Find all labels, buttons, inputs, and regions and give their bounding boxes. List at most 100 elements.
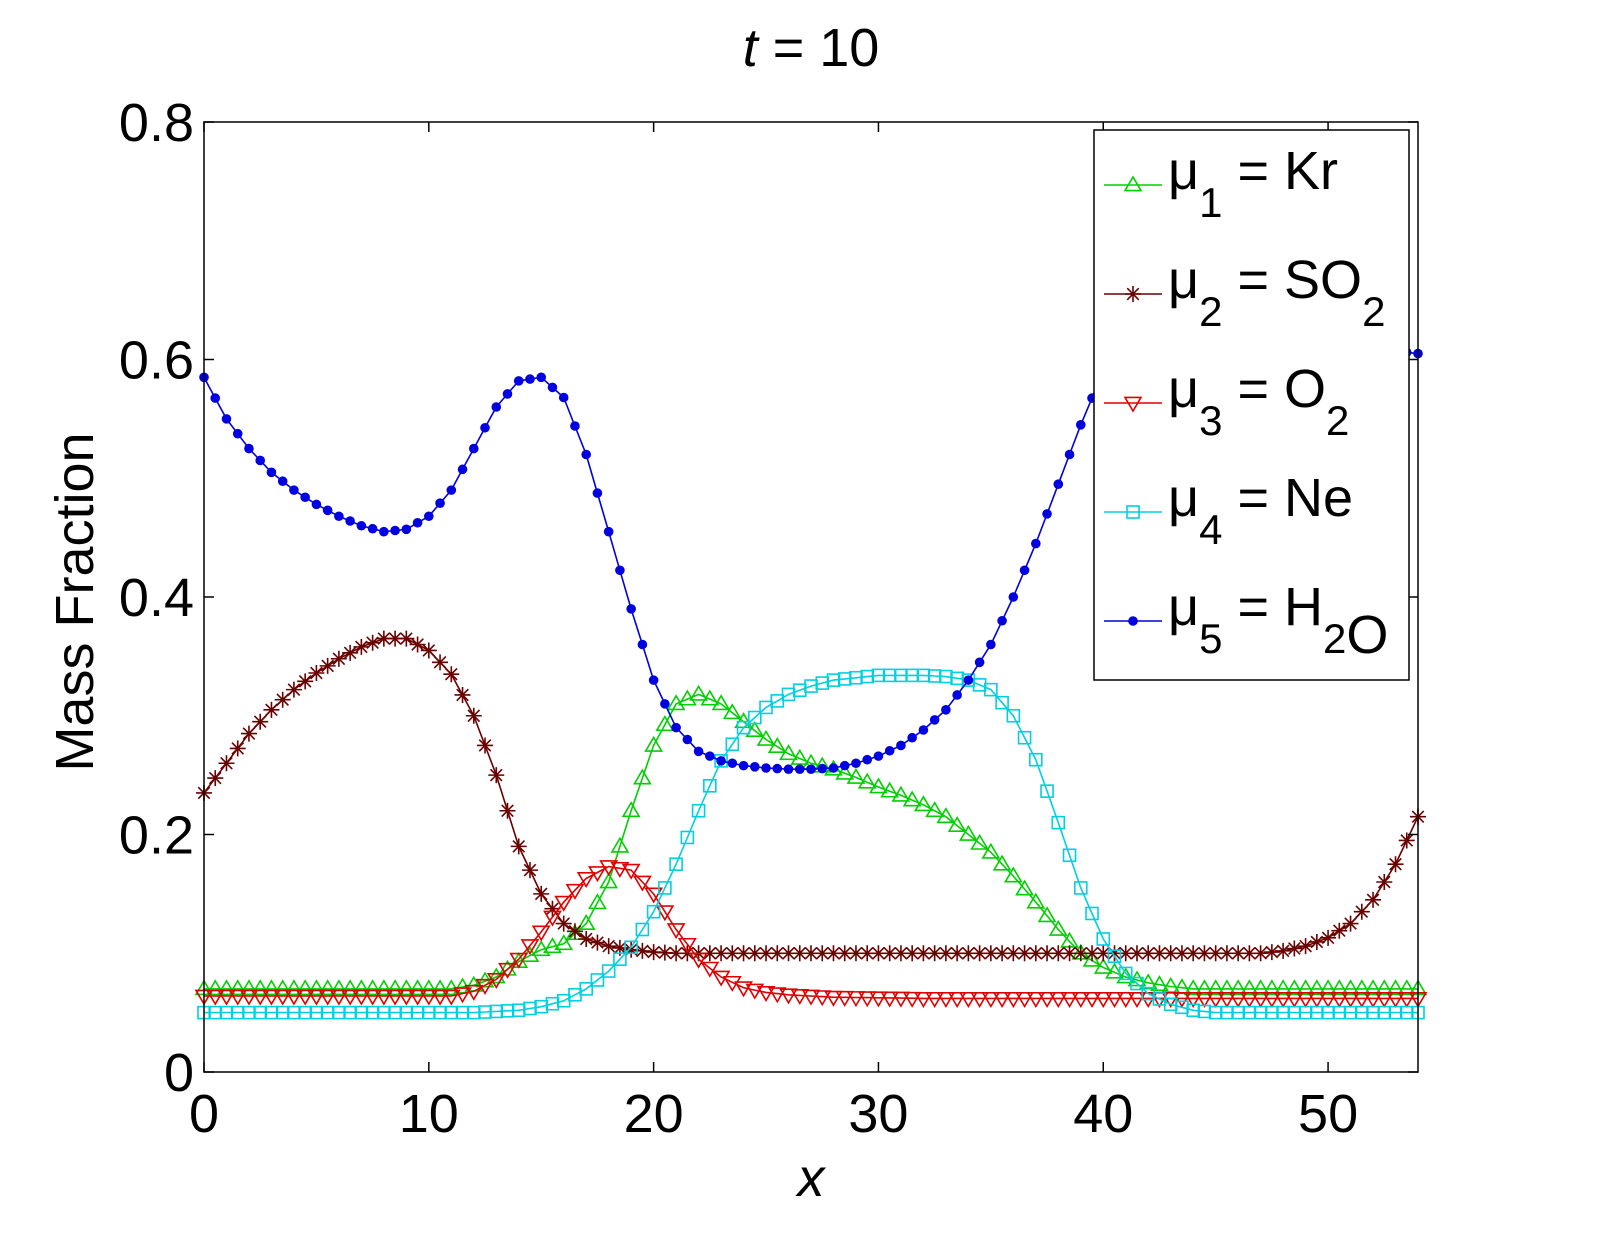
- series-2-point: [1263, 944, 1280, 961]
- series-1-point: [925, 801, 945, 818]
- series-2-point: [1342, 915, 1359, 932]
- series-1-point: [677, 689, 697, 706]
- series-2-point: [488, 767, 505, 784]
- legend-item-2: μ2 = SO2: [1104, 250, 1385, 335]
- series-2-point: [713, 945, 730, 962]
- series-2-point: [207, 770, 224, 787]
- series-5-point: [210, 393, 221, 403]
- series-2-point: [1128, 945, 1145, 962]
- series-1-point: [1352, 979, 1372, 996]
- series-5-point: [513, 376, 524, 386]
- series-5-point: [963, 675, 974, 685]
- legend-subscript: 3: [1199, 397, 1222, 444]
- series-3-point: [408, 989, 427, 1006]
- series-2-point: [1275, 942, 1292, 959]
- legend-label: μ1 = Kr: [1168, 141, 1338, 226]
- series-2-point: [1050, 945, 1067, 962]
- series-1-point: [1374, 979, 1394, 996]
- series-2-point: [1376, 874, 1393, 890]
- legend-equals: =: [1222, 468, 1284, 528]
- series-5-point: [334, 511, 344, 522]
- series-1-point: [295, 979, 315, 996]
- series-5-point: [986, 639, 996, 650]
- series-3-point: [1397, 991, 1417, 1008]
- series-1-point: [857, 772, 877, 789]
- series-2-point: [353, 638, 370, 655]
- series-3-point: [419, 989, 439, 1006]
- series-2-point: [1252, 945, 1269, 962]
- legend-equals: =: [1222, 577, 1284, 637]
- series-3-point: [745, 983, 765, 1000]
- series-3-point: [1206, 991, 1226, 1008]
- legend-subscript: 1: [1199, 179, 1222, 226]
- series-2-point: [645, 944, 662, 961]
- x-tick-label: 0: [189, 1084, 219, 1144]
- y-tick-label: 0.6: [119, 331, 194, 391]
- legend-marker: [1128, 616, 1138, 626]
- series-1-point: [655, 715, 675, 732]
- series-1-point: [700, 689, 720, 706]
- series-3-point: [486, 972, 506, 989]
- series-2-point: [656, 944, 673, 961]
- series-4-point: [579, 982, 593, 996]
- legend-formula-text: O: [1346, 605, 1388, 665]
- series-5-point: [873, 751, 884, 761]
- series-1-point: [1217, 979, 1237, 996]
- legend-formula-text: H: [1284, 577, 1323, 637]
- series-3-point: [1251, 991, 1271, 1008]
- series-2-point: [1027, 945, 1044, 962]
- series-5-point: [693, 746, 704, 757]
- series-3-point: [812, 990, 832, 1007]
- series-2-point: [409, 636, 426, 653]
- series-4-point: [984, 682, 998, 697]
- series-4-point: [1029, 752, 1043, 767]
- series-1-point: [374, 979, 394, 996]
- series-2-point: [454, 686, 471, 703]
- series-2-point: [566, 923, 583, 940]
- series-3-point: [239, 989, 259, 1006]
- series-2-point: [1039, 945, 1056, 962]
- series-3-point: [1228, 991, 1248, 1008]
- series-1-point: [1284, 979, 1304, 996]
- series-1-point: [1251, 979, 1271, 996]
- series-1-point: [543, 937, 562, 954]
- series-2-point: [510, 838, 527, 855]
- series-1-point: [576, 913, 596, 930]
- series-1-point: [554, 934, 574, 951]
- series-4-point: [736, 720, 751, 735]
- series-2-point: [780, 945, 797, 962]
- series-2-point: [836, 945, 853, 962]
- series-2-point: [1387, 856, 1404, 873]
- series-1-point: [396, 979, 416, 996]
- series-2-point: [949, 945, 966, 962]
- series-4-point: [658, 881, 672, 895]
- series-5-point: [525, 374, 535, 384]
- series-3-point: [610, 861, 630, 878]
- series-1: [194, 684, 1428, 996]
- series-2-point: [218, 755, 235, 772]
- series-5-point: [1019, 565, 1030, 576]
- series-3-point: [554, 895, 574, 912]
- series-2-point: [589, 934, 606, 951]
- legend-marker: [1123, 175, 1143, 192]
- legend-subscript: 2: [1199, 288, 1222, 335]
- series-1-point: [1037, 906, 1057, 923]
- series-3-point: [1026, 991, 1046, 1008]
- series-3-point: [981, 991, 1001, 1008]
- series-2-point: [387, 630, 404, 647]
- series-5-point: [974, 657, 985, 668]
- series-4-point: [624, 940, 638, 955]
- series-4-point: [1085, 906, 1099, 921]
- title-variable: t: [743, 18, 760, 78]
- series-1-point: [363, 979, 383, 996]
- series-5-point: [435, 498, 445, 508]
- series-2-point: [342, 644, 359, 661]
- y-tick-label: 0.8: [119, 93, 194, 153]
- series-4-point: [995, 695, 1009, 710]
- series-2-point: [803, 945, 819, 962]
- series-2-point: [1162, 945, 1179, 962]
- series-1-point: [722, 703, 742, 720]
- series-2-point: [735, 945, 752, 962]
- series-5-point: [457, 464, 468, 475]
- series-5-point: [817, 763, 828, 774]
